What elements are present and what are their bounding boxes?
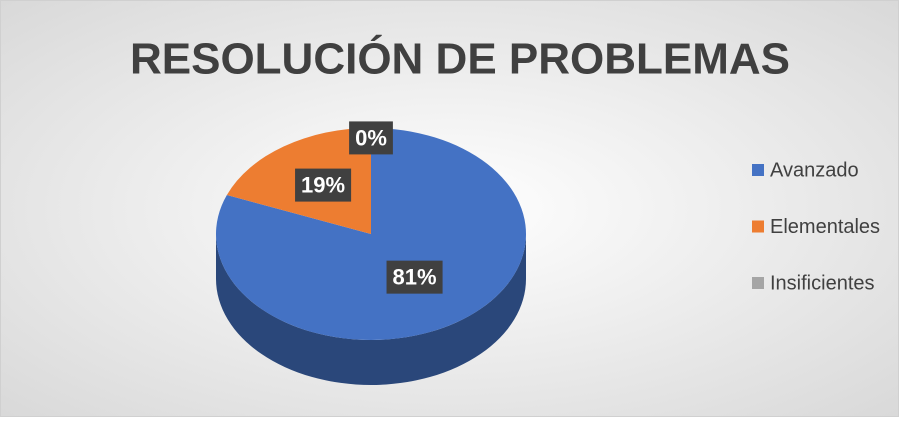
legend-label: Insificientes <box>770 272 875 294</box>
legend-label: Elementales <box>770 216 880 238</box>
legend-swatch <box>752 220 764 233</box>
legend-label: Avanzado <box>770 159 859 181</box>
data-label: 81% <box>386 260 443 294</box>
data-label: 0% <box>349 121 393 155</box>
data-label-text: 19% <box>301 173 345 198</box>
legend-swatch <box>752 164 764 176</box>
data-label-text: 0% <box>355 125 387 150</box>
slice-side <box>216 234 526 385</box>
data-label-box <box>386 260 443 294</box>
chart-title: RESOLUCIÓN DE PROBLEMAS <box>130 34 790 84</box>
legend-swatch <box>752 277 764 289</box>
data-label-box <box>295 168 352 202</box>
data-label-text: 81% <box>393 265 437 290</box>
data-label-box <box>349 121 393 155</box>
data-label: 19% <box>295 168 352 202</box>
